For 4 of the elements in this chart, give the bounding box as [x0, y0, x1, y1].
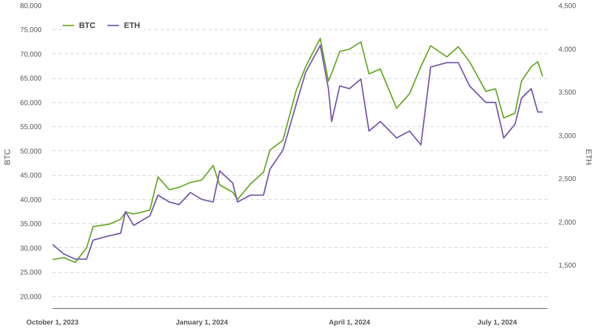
legend-label: BTC [79, 20, 96, 30]
y-axis-title: BTC [3, 148, 12, 165]
legend-label: ETH [124, 20, 141, 30]
y2-axis-title: ETH [584, 149, 594, 166]
